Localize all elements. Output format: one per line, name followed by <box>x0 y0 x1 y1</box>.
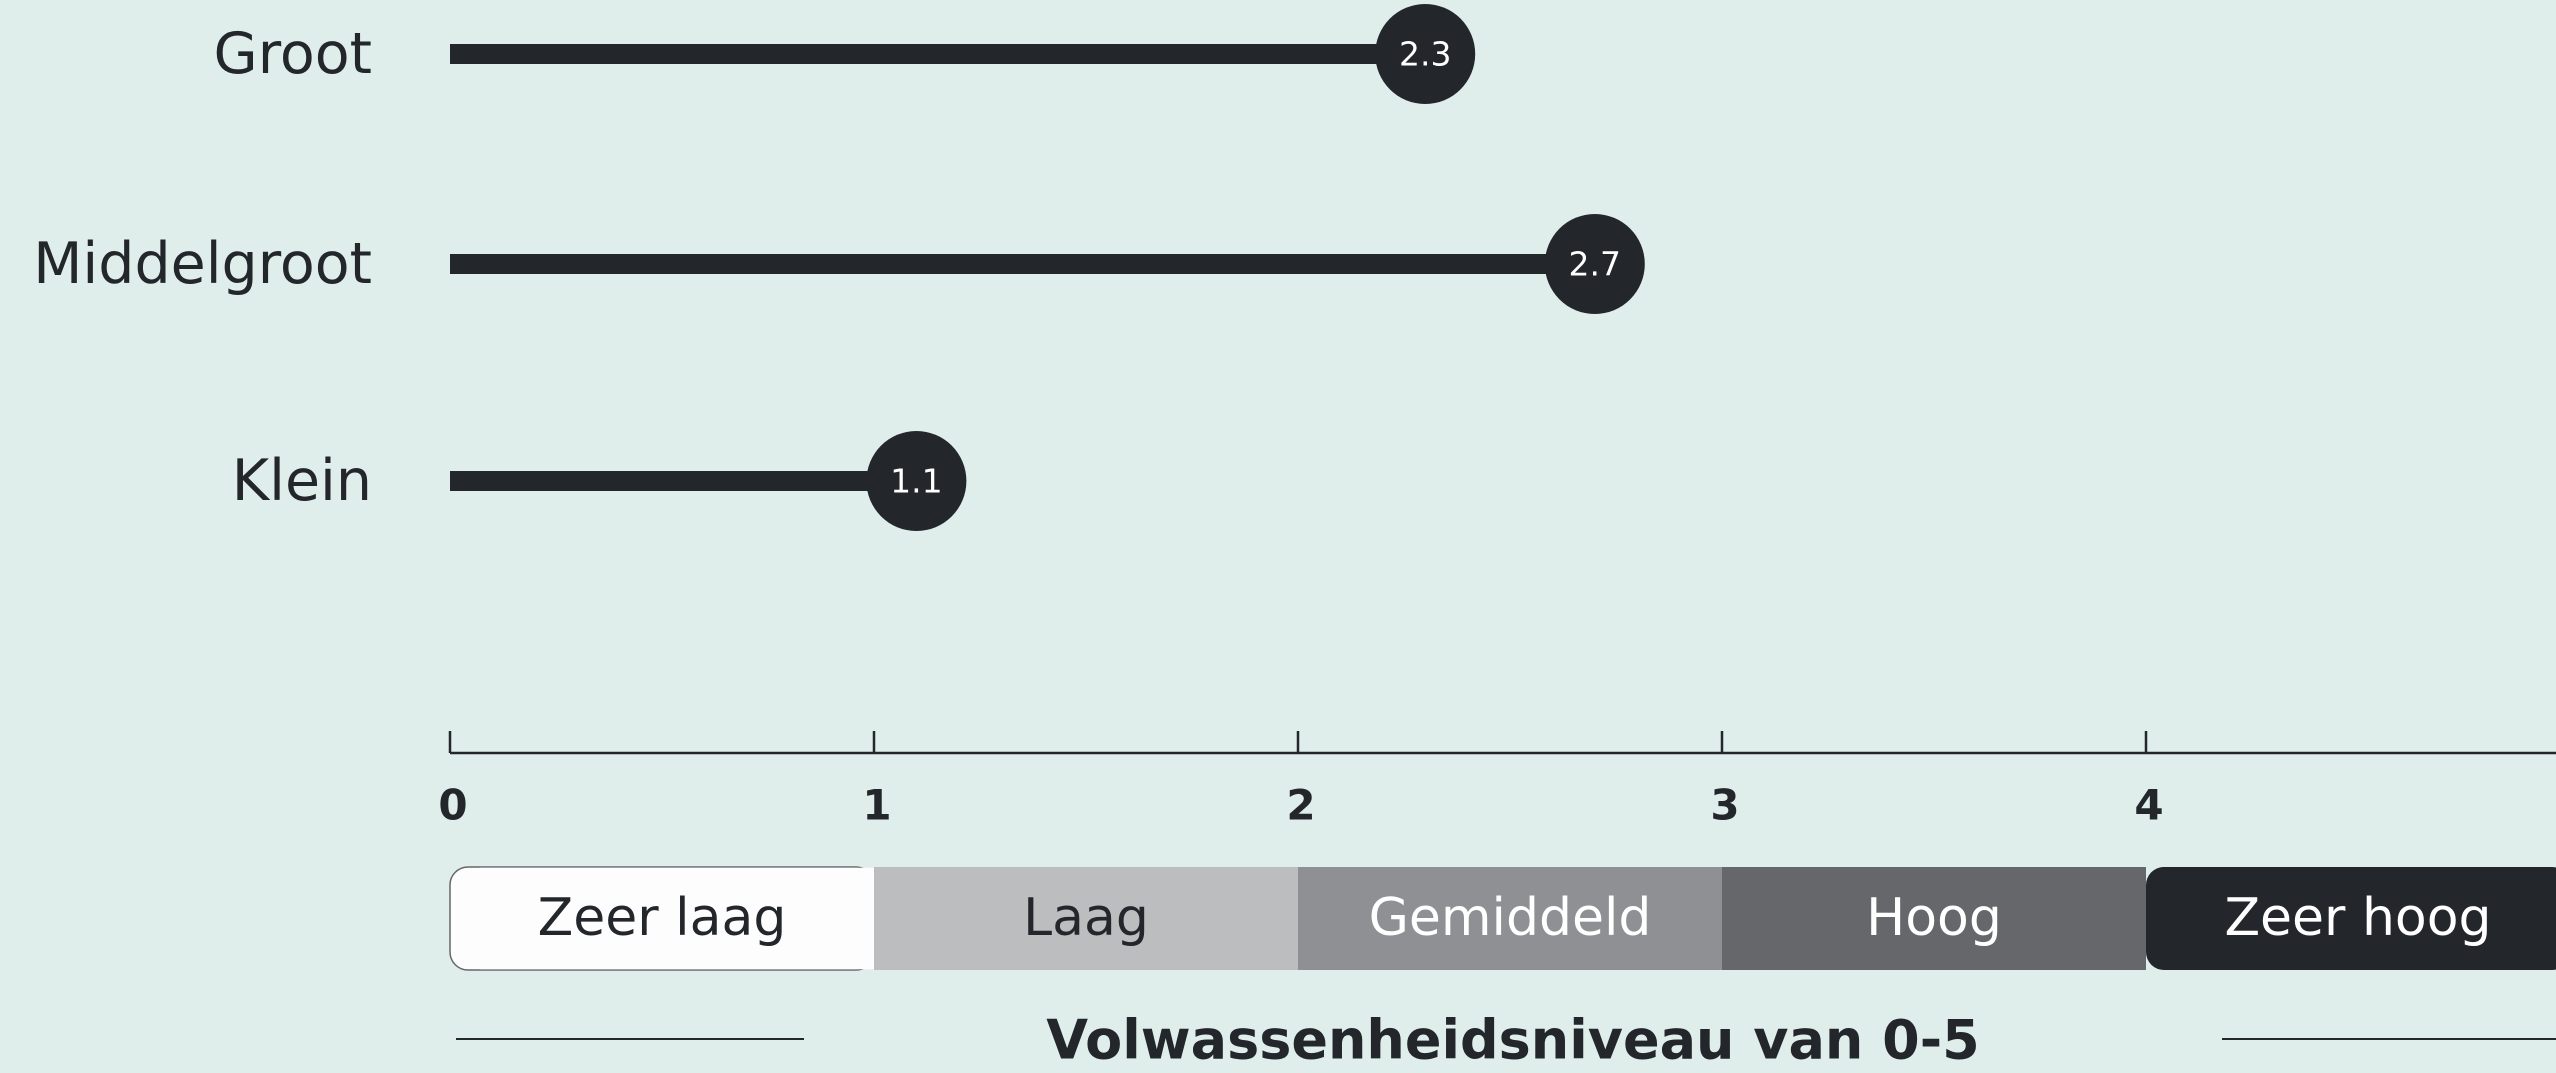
dot <box>1375 4 1476 104</box>
value-label: 1.1 <box>890 462 942 501</box>
dot <box>1544 214 1645 314</box>
bar <box>450 471 917 491</box>
category-label: Groot <box>214 21 372 87</box>
x-tick-label: 3 <box>1710 781 1739 830</box>
bar <box>450 254 1595 274</box>
level-band <box>2146 867 2556 970</box>
category-label: Middelgroot <box>33 231 372 297</box>
x-tick-label: 0 <box>438 781 467 830</box>
level-band <box>1722 867 2146 970</box>
x-tick-label: 1 <box>862 781 891 830</box>
level-band <box>874 867 1298 970</box>
x-tick-label: 4 <box>2134 781 2163 830</box>
level-band <box>480 867 874 970</box>
axis-title: Volwassenheidsniveau van 0-5 <box>1046 1009 1979 1072</box>
level-label: Laag <box>1023 888 1149 948</box>
x-tick-label: 2 <box>1286 781 1315 830</box>
dot <box>866 431 967 531</box>
level-label: Hoog <box>1866 888 2002 948</box>
bar <box>450 44 1426 64</box>
value-label: 2.7 <box>1569 245 1621 284</box>
level-label: Zeer laag <box>538 888 787 948</box>
category-label: Klein <box>232 448 372 514</box>
level-band <box>1298 867 1722 970</box>
level-label: Zeer hoog <box>2224 888 2491 948</box>
level-label: Gemiddeld <box>1369 888 1652 948</box>
value-label: 2.3 <box>1399 35 1451 74</box>
